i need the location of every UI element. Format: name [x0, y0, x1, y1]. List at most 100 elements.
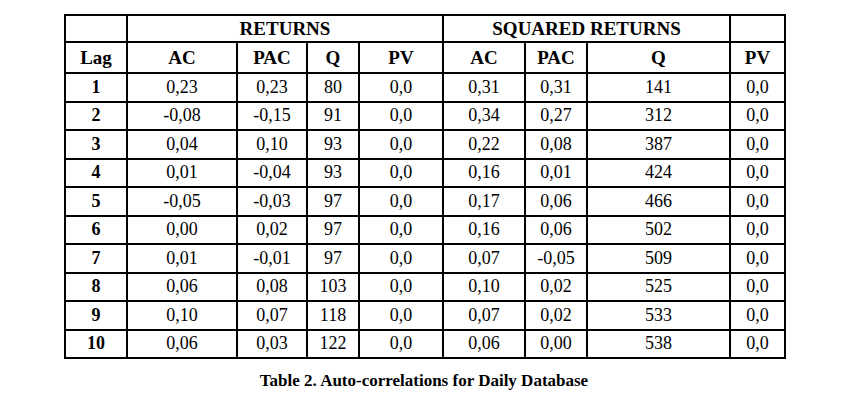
- value-cell: 97: [307, 216, 359, 245]
- value-cell: 0,06: [525, 216, 587, 245]
- value-cell: 91: [307, 102, 359, 131]
- value-cell: 0,22: [443, 130, 525, 159]
- returns-ac-header: AC: [127, 42, 237, 73]
- value-cell: 0,01: [127, 244, 237, 273]
- value-cell: 0,31: [525, 73, 587, 102]
- value-cell: 0,0: [359, 73, 443, 102]
- table-row: 70,01-0,01970,00,07-0,055090,0: [65, 244, 785, 273]
- value-cell: -0,05: [127, 187, 237, 216]
- value-cell: 0,07: [443, 301, 525, 330]
- value-cell: 538: [587, 330, 730, 359]
- value-cell: 0,01: [525, 159, 587, 188]
- value-cell: 0,0: [730, 130, 785, 159]
- value-cell: -0,05: [525, 244, 587, 273]
- value-cell: 0,16: [443, 216, 525, 245]
- value-cell: 93: [307, 130, 359, 159]
- empty-cell-above-pv: [730, 15, 785, 42]
- value-cell: 533: [587, 301, 730, 330]
- table-row: 30,040,10930,00,220,083870,0: [65, 130, 785, 159]
- value-cell: 0,04: [127, 130, 237, 159]
- lag-cell: 2: [65, 102, 127, 131]
- value-cell: -0,15: [237, 102, 307, 131]
- value-cell: -0,03: [237, 187, 307, 216]
- value-cell: 0,34: [443, 102, 525, 131]
- value-cell: 0,08: [525, 130, 587, 159]
- value-cell: 0,0: [730, 301, 785, 330]
- table-row: 2-0,08-0,15910,00,340,273120,0: [65, 102, 785, 131]
- value-cell: 0,00: [127, 216, 237, 245]
- lag-cell: 9: [65, 301, 127, 330]
- value-cell: 0,08: [237, 273, 307, 302]
- table-row: 40,01-0,04930,00,160,014240,0: [65, 159, 785, 188]
- returns-pac-header: PAC: [237, 42, 307, 73]
- value-cell: 0,06: [127, 330, 237, 359]
- table-row: 100,060,031220,00,060,005380,0: [65, 330, 785, 359]
- lag-cell: 3: [65, 130, 127, 159]
- scanned-paper-page: RETURNS SQUARED RETURNS Lag AC PAC Q PV …: [0, 0, 850, 408]
- value-cell: 0,06: [443, 330, 525, 359]
- lag-cell: 4: [65, 159, 127, 188]
- value-cell: 0,0: [730, 102, 785, 131]
- lag-column-header: Lag: [65, 42, 127, 73]
- value-cell: 0,07: [443, 244, 525, 273]
- value-cell: 122: [307, 330, 359, 359]
- returns-group-header: RETURNS: [127, 15, 443, 42]
- value-cell: 0,23: [237, 73, 307, 102]
- value-cell: 424: [587, 159, 730, 188]
- lag-cell: 1: [65, 73, 127, 102]
- value-cell: 0,0: [359, 159, 443, 188]
- lag-cell: 10: [65, 330, 127, 359]
- table-caption: Table 2. Auto-correlations for Daily Dat…: [64, 371, 784, 391]
- value-cell: 0,0: [730, 244, 785, 273]
- lag-cell: 8: [65, 273, 127, 302]
- value-cell: -0,08: [127, 102, 237, 131]
- value-cell: 0,0: [730, 216, 785, 245]
- value-cell: 502: [587, 216, 730, 245]
- table-row: 80,060,081030,00,100,025250,0: [65, 273, 785, 302]
- value-cell: 0,06: [525, 187, 587, 216]
- value-cell: 0,0: [359, 273, 443, 302]
- value-cell: 525: [587, 273, 730, 302]
- table-row: 10,230,23800,00,310,311410,0: [65, 73, 785, 102]
- squared-pac-header: PAC: [525, 42, 587, 73]
- value-cell: 0,0: [359, 301, 443, 330]
- value-cell: 0,27: [525, 102, 587, 131]
- value-cell: 80: [307, 73, 359, 102]
- value-cell: 509: [587, 244, 730, 273]
- value-cell: -0,04: [237, 159, 307, 188]
- value-cell: 0,0: [730, 330, 785, 359]
- value-cell: 0,00: [525, 330, 587, 359]
- lag-cell: 7: [65, 244, 127, 273]
- value-cell: 0,23: [127, 73, 237, 102]
- value-cell: 0,0: [730, 187, 785, 216]
- value-cell: 0,31: [443, 73, 525, 102]
- squared-pv-header: PV: [730, 42, 785, 73]
- value-cell: 118: [307, 301, 359, 330]
- column-header-row: Lag AC PAC Q PV AC PAC Q PV: [65, 42, 785, 73]
- table-row: 60,000,02970,00,160,065020,0: [65, 216, 785, 245]
- table-row: 5-0,05-0,03970,00,170,064660,0: [65, 187, 785, 216]
- value-cell: 0,17: [443, 187, 525, 216]
- value-cell: 0,0: [359, 187, 443, 216]
- value-cell: 0,10: [127, 301, 237, 330]
- squared-ac-header: AC: [443, 42, 525, 73]
- autocorrelation-table: RETURNS SQUARED RETURNS Lag AC PAC Q PV …: [64, 14, 786, 359]
- lag-cell: 6: [65, 216, 127, 245]
- value-cell: 0,02: [525, 273, 587, 302]
- value-cell: 97: [307, 187, 359, 216]
- value-cell: 0,0: [730, 273, 785, 302]
- returns-pv-header: PV: [359, 42, 443, 73]
- value-cell: 0,0: [359, 244, 443, 273]
- lag-cell: 5: [65, 187, 127, 216]
- value-cell: 0,16: [443, 159, 525, 188]
- value-cell: 0,07: [237, 301, 307, 330]
- value-cell: 0,0: [359, 130, 443, 159]
- value-cell: 103: [307, 273, 359, 302]
- value-cell: 0,0: [730, 159, 785, 188]
- value-cell: 0,02: [525, 301, 587, 330]
- returns-q-header: Q: [307, 42, 359, 73]
- table-body: 10,230,23800,00,310,311410,02-0,08-0,159…: [65, 73, 785, 358]
- value-cell: 0,0: [730, 73, 785, 102]
- table-row: 90,100,071180,00,070,025330,0: [65, 301, 785, 330]
- value-cell: 0,10: [443, 273, 525, 302]
